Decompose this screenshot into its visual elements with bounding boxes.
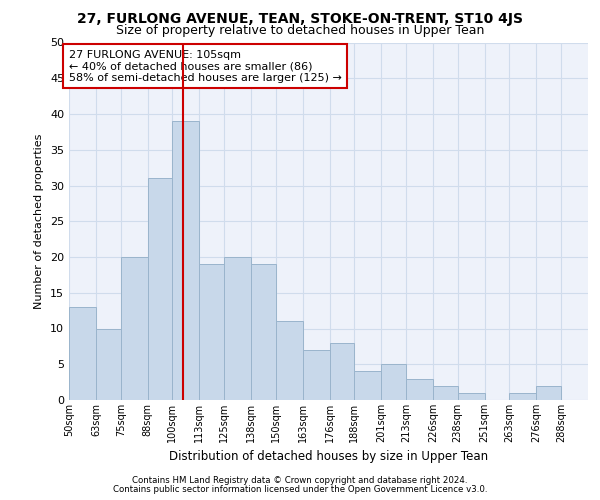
Text: 27, FURLONG AVENUE, TEAN, STOKE-ON-TRENT, ST10 4JS: 27, FURLONG AVENUE, TEAN, STOKE-ON-TRENT… [77, 12, 523, 26]
Bar [406, 378, 433, 400]
Text: 27 FURLONG AVENUE: 105sqm
← 40% of detached houses are smaller (86)
58% of semi-: 27 FURLONG AVENUE: 105sqm ← 40% of detac… [69, 50, 342, 83]
Bar [251, 264, 276, 400]
Text: Contains public sector information licensed under the Open Government Licence v3: Contains public sector information licen… [113, 484, 487, 494]
Bar [458, 393, 485, 400]
Bar [381, 364, 406, 400]
Bar [148, 178, 172, 400]
X-axis label: Distribution of detached houses by size in Upper Tean: Distribution of detached houses by size … [169, 450, 488, 464]
Bar [121, 257, 148, 400]
Bar [355, 372, 381, 400]
Bar [276, 322, 302, 400]
Bar [224, 257, 251, 400]
Text: Size of property relative to detached houses in Upper Tean: Size of property relative to detached ho… [116, 24, 484, 37]
Y-axis label: Number of detached properties: Number of detached properties [34, 134, 44, 309]
Bar [509, 393, 536, 400]
Text: Contains HM Land Registry data © Crown copyright and database right 2024.: Contains HM Land Registry data © Crown c… [132, 476, 468, 485]
Bar [536, 386, 561, 400]
Bar [96, 328, 121, 400]
Bar [172, 121, 199, 400]
Bar [69, 307, 96, 400]
Bar [302, 350, 329, 400]
Bar [199, 264, 224, 400]
Bar [433, 386, 458, 400]
Bar [329, 343, 355, 400]
